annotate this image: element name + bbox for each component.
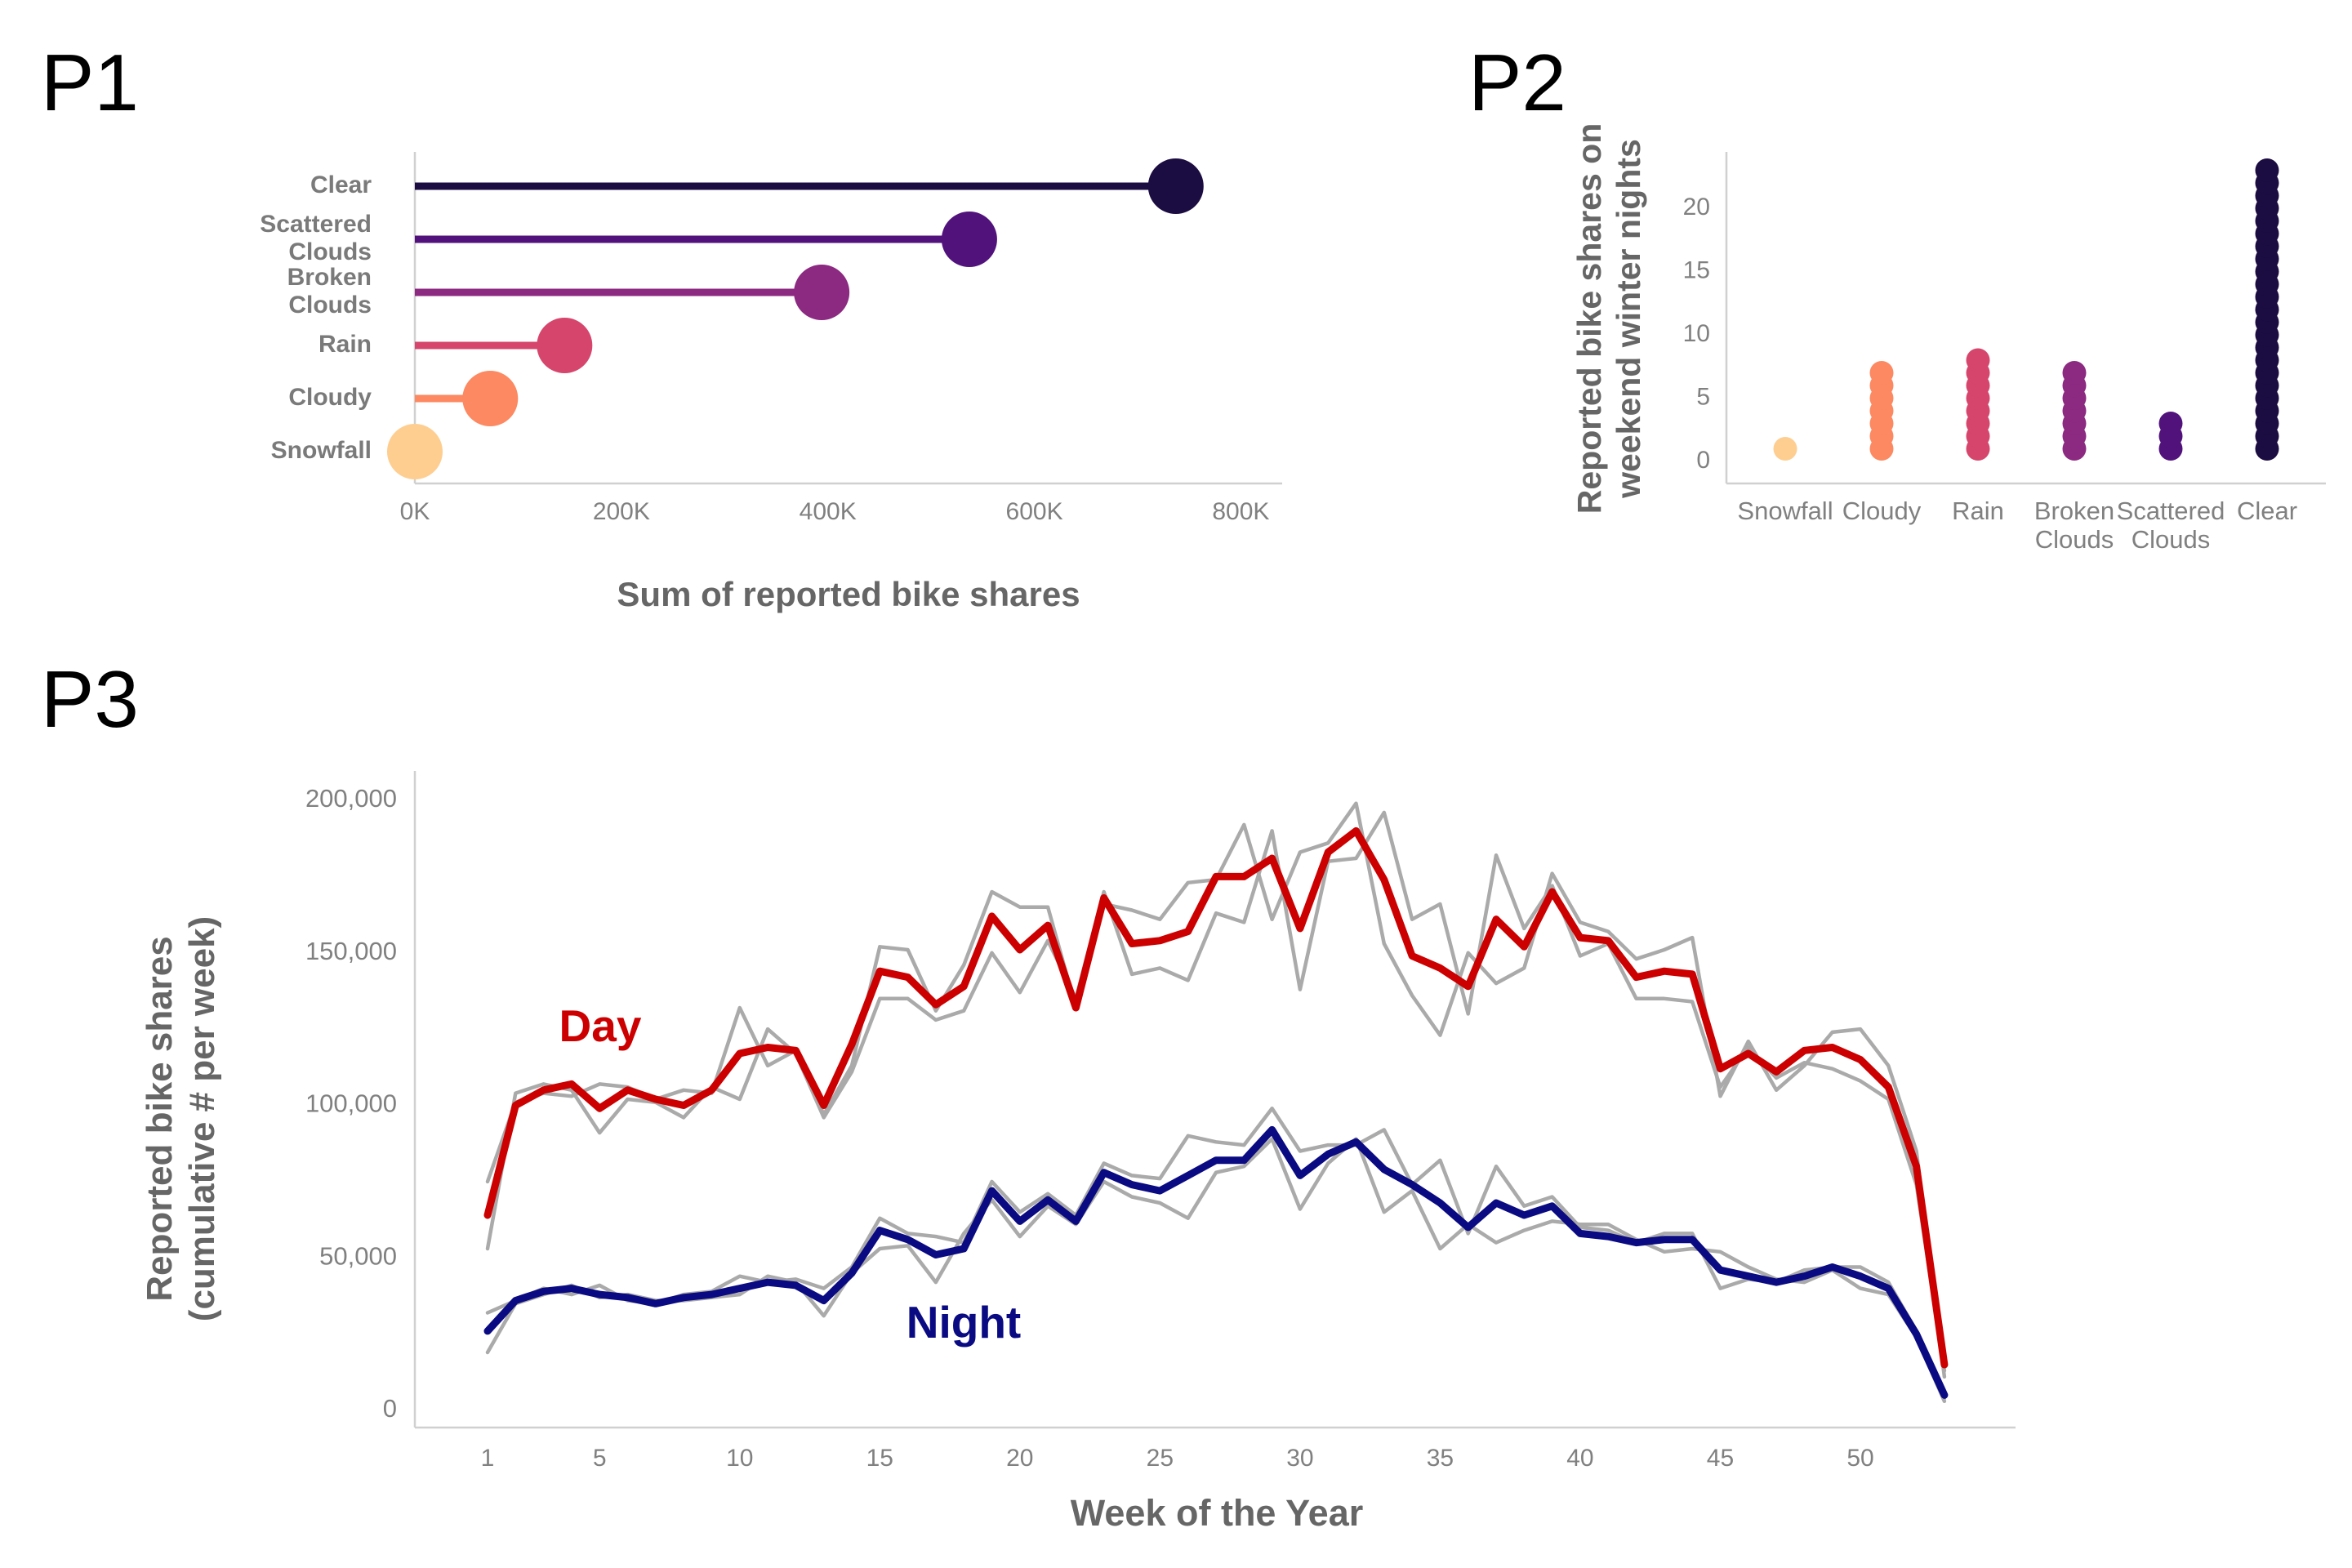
p1-category-label-scattered-clouds-line-1: Scattered bbox=[260, 211, 372, 238]
p2-y-tick-label-0: 0 bbox=[1696, 447, 1710, 474]
p3-y-tick-label-50-000: 50,000 bbox=[319, 1241, 397, 1270]
p2-y-tick-label-15: 15 bbox=[1683, 256, 1710, 283]
p3-x-axis-title: Week of the Year bbox=[1071, 1492, 1364, 1534]
p3-y-tick-label-150-000: 150,000 bbox=[305, 937, 397, 965]
p1-category-label-snowfall: Snowfall bbox=[271, 437, 372, 464]
panel-label-p3: P3 bbox=[41, 654, 139, 744]
p3-label-day: Day bbox=[559, 1000, 642, 1051]
p3-series-day-year-b bbox=[485, 810, 1947, 1373]
p1-x-tick-label-0k: 0K bbox=[400, 498, 430, 525]
p3-y-tick-label-0: 0 bbox=[383, 1394, 397, 1423]
p2-y-tick-label-10: 10 bbox=[1683, 320, 1710, 347]
p2-category-label-cloudy: Cloudy bbox=[1842, 497, 1922, 525]
p3-y-axis-title-line-1: Reported bike shares bbox=[140, 936, 180, 1302]
p3-y-tick-label-100-000: 100,000 bbox=[305, 1089, 397, 1118]
panel-label-p2: P2 bbox=[1468, 38, 1566, 127]
p3-x-tick-label-10: 10 bbox=[726, 1445, 753, 1472]
p2-category-label-clear: Clear bbox=[2237, 497, 2297, 525]
p1-dot-cloudy bbox=[462, 371, 519, 426]
p1-x-tick-label-600k: 600K bbox=[1006, 498, 1063, 525]
p2-category-label-scattered-clouds-line-2: Clouds bbox=[2132, 525, 2211, 554]
p1-x-tick-label-200k: 200K bbox=[593, 498, 650, 525]
p2-dot-rain-8 bbox=[1966, 348, 1990, 372]
p1-x-tick-label-800k: 800K bbox=[1212, 498, 1269, 525]
p2-dot-clear-23 bbox=[2255, 158, 2279, 182]
p3-y-axis-title-line-2: (cumulative # per week) bbox=[182, 916, 222, 1321]
p3-x-tick-label-30: 30 bbox=[1286, 1445, 1313, 1472]
p2-y-axis-title-line-2: weekend winter nights bbox=[1610, 139, 1647, 499]
p3-y-tick-label-200-000: 200,000 bbox=[305, 784, 397, 813]
p2-dot-scattered-clouds-3 bbox=[2158, 412, 2183, 435]
p3-x-tick-label-35: 35 bbox=[1427, 1445, 1454, 1472]
p2-category-label-snowfall: Snowfall bbox=[1737, 497, 1833, 525]
p1-category-label-broken-clouds-line-2: Clouds bbox=[288, 292, 372, 318]
p1-category-label-cloudy: Cloudy bbox=[288, 384, 372, 411]
p3-x-tick-label-15: 15 bbox=[866, 1445, 893, 1472]
p2-category-label-scattered-clouds-line-1: Scattered bbox=[2117, 497, 2225, 525]
p2-dot-broken-clouds-7 bbox=[2062, 361, 2087, 385]
p1-dot-rain bbox=[537, 318, 593, 373]
p2-y-tick-label-20: 20 bbox=[1683, 194, 1710, 220]
p2-y-tick-label-5: 5 bbox=[1696, 383, 1710, 410]
p2-dot-snowfall-1 bbox=[1773, 437, 1797, 461]
p2-category-label-rain: Rain bbox=[1952, 497, 2004, 525]
p1-category-label-clear: Clear bbox=[310, 172, 372, 198]
p1-category-label-broken-clouds-line-1: Broken bbox=[287, 264, 372, 291]
p1-x-tick-label-400k: 400K bbox=[800, 498, 857, 525]
p3-label-night: Night bbox=[906, 1297, 1022, 1348]
p1-x-axis-title: Sum of reported bike shares bbox=[617, 575, 1080, 613]
p3-x-tick-label-5: 5 bbox=[593, 1445, 607, 1472]
p1-dot-broken-clouds bbox=[794, 265, 850, 320]
p3-x-tick-label-20: 20 bbox=[1006, 1445, 1033, 1472]
p3-x-tick-label-40: 40 bbox=[1566, 1445, 1593, 1472]
p2-category-label-broken-clouds-line-2: Clouds bbox=[2035, 525, 2114, 554]
p1-dot-scattered-clouds bbox=[941, 212, 997, 267]
p1-dot-clear bbox=[1147, 158, 1204, 214]
p3-series-day bbox=[483, 826, 1949, 1369]
p3-series-night bbox=[483, 1125, 1949, 1399]
p1-category-label-scattered-clouds-line-2: Clouds bbox=[288, 238, 372, 265]
p2-y-axis-title-line-1: Reported bike shares on bbox=[1570, 123, 1608, 514]
p1-dot-snowfall bbox=[387, 424, 443, 479]
panel-label-p1: P1 bbox=[41, 38, 139, 127]
p3-x-tick-label-45: 45 bbox=[1707, 1445, 1734, 1472]
p1-category-label-rain: Rain bbox=[318, 331, 372, 358]
p2-dot-cloudy-7 bbox=[1869, 361, 1894, 385]
p2-category-label-broken-clouds-line-1: Broken bbox=[2034, 497, 2114, 525]
p1-lollipop-chart: ClearScatteredCloudsBrokenCloudsRainClou… bbox=[260, 152, 1282, 613]
p3-x-tick-label-1: 1 bbox=[481, 1445, 495, 1472]
p3-x-tick-label-50: 50 bbox=[1846, 1445, 1873, 1472]
p3-x-tick-label-25: 25 bbox=[1147, 1445, 1174, 1472]
